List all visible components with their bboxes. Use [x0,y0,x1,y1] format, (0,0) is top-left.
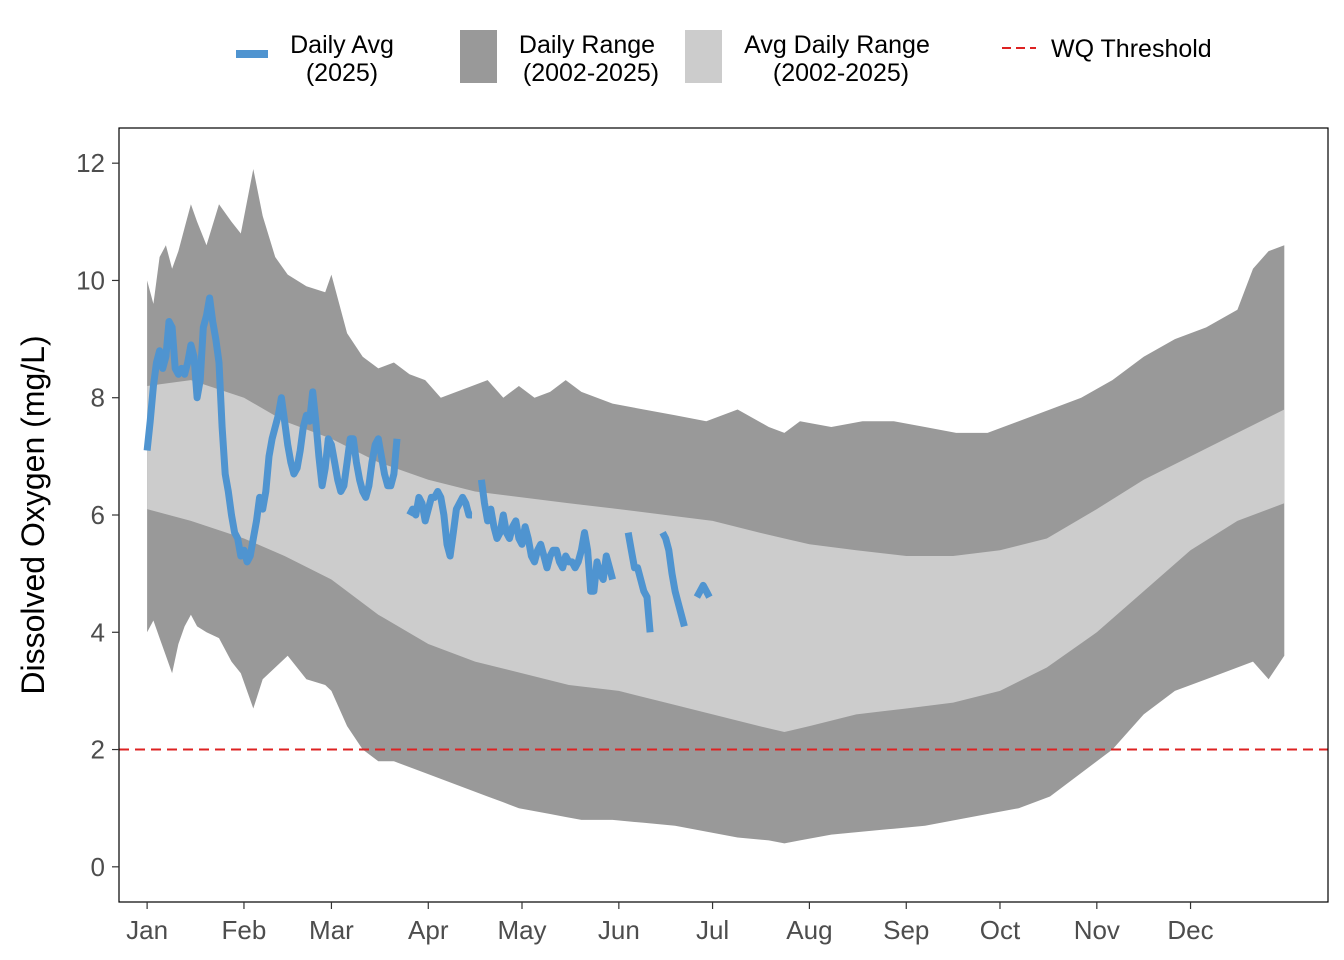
daily-avg-line-segment-6 [693,581,713,599]
y-axis: 0 2 4 6 8 10 12 [76,148,119,882]
legend-item-daily-range: Daily Range (2002-2025) [460,30,659,87]
legend-label-daily-range-line2: (2002-2025) [523,59,659,87]
x-tick-label-apr: Apr [408,915,449,945]
x-tick-label-aug: Aug [786,915,832,945]
y-tick-label: 8 [91,383,105,413]
legend-key-daily-range [460,30,497,83]
legend-item-threshold: WQ Threshold [1002,35,1212,63]
legend-label-avg-range-line2: (2002-2025) [773,59,909,87]
y-tick-label: 2 [91,735,105,765]
x-tick-label-feb: Feb [222,915,267,945]
y-tick-label: 4 [91,617,105,647]
legend-label-daily-range-line1: Daily Range [519,31,655,59]
x-axis: Jan Feb Mar Apr May Jun Jul Aug Sep Oct Nov Dec [126,902,1214,945]
y-tick-label: 0 [91,852,105,882]
legend-key-avg-range [685,30,722,83]
x-tick-label-may: May [497,915,546,945]
y-tick-label: 6 [91,500,105,530]
plot-panel [118,127,1329,903]
daily-avg-line-segment-5 [659,530,688,628]
legend-item-avg-range: Avg Daily Range (2002-2025) [685,30,930,87]
x-tick-label-dec: Dec [1167,915,1213,945]
plot-layers [119,169,1328,844]
daily-avg-line-group [143,294,713,633]
daily-avg-line-segment-3 [477,479,616,595]
x-tick-label-jun: Jun [598,915,640,945]
legend-label-daily-avg-line1: Daily Avg [290,31,394,59]
x-tick-label-mar: Mar [309,915,354,945]
legend: Daily Avg (2025) Daily Range (2002-2025)… [236,30,1212,87]
legend-label-avg-range-line1: Avg Daily Range [744,31,930,59]
legend-label-threshold: WQ Threshold [1051,35,1212,63]
daily-avg-line-segment-1 [143,294,401,566]
avg-range-band [147,380,1285,732]
x-tick-label-jul: Jul [696,915,729,945]
y-tick-label: 10 [76,265,105,295]
legend-item-daily-avg: Daily Avg (2025) [236,31,394,87]
x-tick-label-oct: Oct [980,915,1021,945]
daily-avg-line-segment-2 [406,488,473,560]
daily-avg-line-segment-4 [624,531,654,633]
y-tick-label: 12 [76,148,105,178]
legend-key-daily-avg [236,50,268,58]
x-tick-label-jan: Jan [126,915,168,945]
legend-label-daily-avg-line2: (2025) [306,59,378,87]
x-tick-label-nov: Nov [1074,915,1120,945]
x-tick-label-sep: Sep [883,915,929,945]
y-axis-title: Dissolved Oxygen (mg/L) [15,335,51,694]
